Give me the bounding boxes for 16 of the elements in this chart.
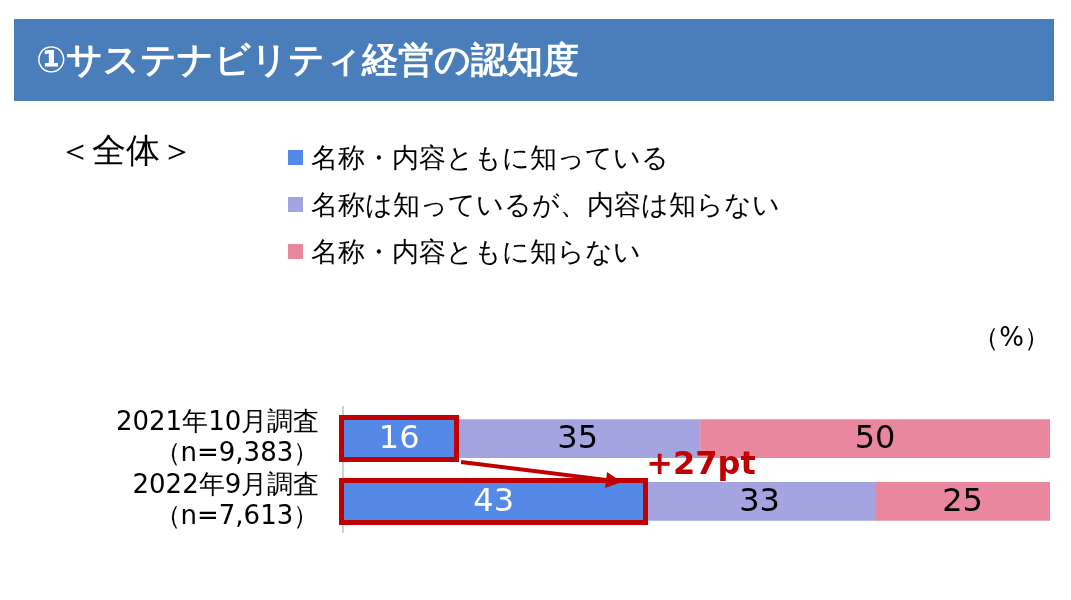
text: （%） bbox=[973, 321, 1050, 354]
legend-label: 名称・内容ともに知っている bbox=[311, 141, 669, 175]
data-label: 50 bbox=[854, 417, 896, 456]
y-tick-label: 2022年9月調査（n=7,613） bbox=[132, 468, 320, 530]
data-label: 43 bbox=[473, 480, 515, 519]
legend-label: 名称は知っているが、内容は知らない bbox=[311, 188, 780, 222]
data-label: 35 bbox=[557, 417, 599, 456]
legend-label: 名称・内容ともに知らない bbox=[311, 235, 641, 269]
bar bbox=[875, 481, 1050, 521]
y-tick-label: 2021年10月調査（n=9,383） bbox=[115, 405, 320, 467]
chart-title: ①サステナビリティ経営の認知度 bbox=[14, 19, 1054, 101]
data-label: 33 bbox=[739, 480, 780, 519]
annotation: +27pt bbox=[646, 444, 756, 482]
data-label: 16 bbox=[378, 417, 420, 456]
chart-subtitle: ＜全体＞ bbox=[58, 129, 194, 172]
data-label: 25 bbox=[942, 480, 983, 519]
